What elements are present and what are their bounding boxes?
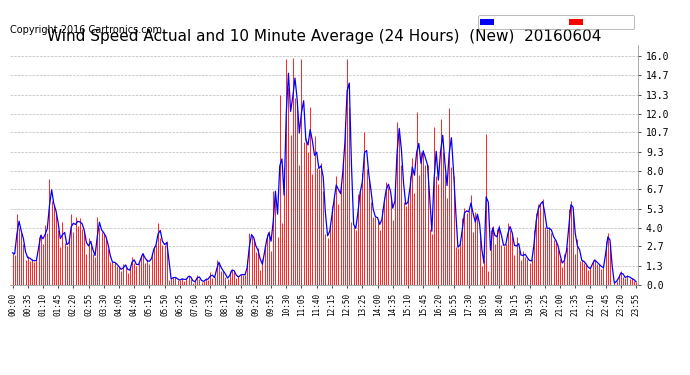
Title: Wind Speed Actual and 10 Minute Average (24 Hours)  (New)  20160604: Wind Speed Actual and 10 Minute Average … (47, 29, 602, 44)
Text: Copyright 2016 Cartronics.com: Copyright 2016 Cartronics.com (10, 26, 162, 35)
Legend: 10 Min Avg  (mph), Wind  (mph): 10 Min Avg (mph), Wind (mph) (478, 15, 634, 29)
